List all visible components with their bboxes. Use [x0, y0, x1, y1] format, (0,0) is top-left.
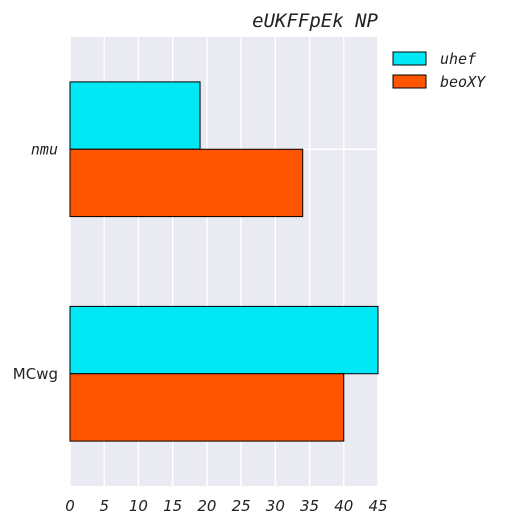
legend-label-uhef: uhef — [440, 50, 477, 68]
bar-beoXY-MCwg — [69, 373, 345, 442]
y-tick-label: nmu — [31, 140, 58, 158]
legend: uhef beoXY — [392, 50, 486, 91]
x-tick-label: 45 — [368, 497, 387, 515]
bar-beoXY-nmu — [69, 148, 304, 218]
x-tick-label: 5 — [99, 497, 109, 515]
legend-swatch-beoXY — [392, 74, 427, 89]
bars — [69, 81, 379, 442]
bar-uhef-MCwg — [69, 305, 379, 375]
x-tick-label: 40 — [334, 497, 353, 515]
x-tick-label: 30 — [266, 497, 285, 515]
x-tick-label: 10 — [129, 497, 148, 515]
x-tick-label: 20 — [197, 497, 216, 515]
y-axis-ticks: nmu MCwg — [13, 140, 58, 383]
x-tick-label: 0 — [65, 497, 75, 515]
legend-label-beoXY: beoXY — [440, 73, 486, 91]
x-axis-ticks: 0 5 10 15 20 25 30 35 40 45 — [65, 497, 387, 515]
x-tick-label: 25 — [232, 497, 251, 515]
x-tick-label: 35 — [300, 497, 319, 515]
bar-uhef-nmu — [69, 81, 201, 150]
legend-swatch-uhef — [392, 51, 427, 66]
x-tick-label: 15 — [163, 497, 182, 515]
chart-title: eUKFFpEk NP — [252, 10, 378, 32]
y-tick-label: MCwg — [13, 365, 58, 383]
